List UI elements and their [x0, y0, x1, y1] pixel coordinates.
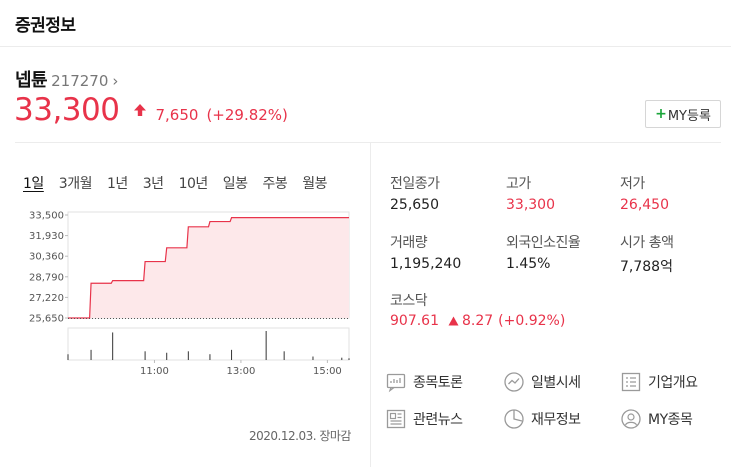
stat-value: 1,195,240: [390, 256, 462, 272]
daily-price-icon: [504, 372, 524, 392]
y-tick-label: 33,500: [29, 211, 64, 222]
stat-value: 26,450: [620, 197, 669, 213]
tab-daily-candle[interactable]: 일봉: [222, 176, 248, 192]
y-tick-label: 25,650: [29, 314, 64, 325]
link-daily-price[interactable]: 일별시세: [503, 371, 581, 393]
stat-label: 코스닥: [390, 293, 428, 309]
stat-volume: 거래량 1,195,240: [390, 232, 500, 272]
tab-3-years[interactable]: 3년: [142, 176, 164, 192]
my-stock-icon: [621, 409, 641, 429]
tab-3-months[interactable]: 3개월: [58, 176, 93, 192]
discussion-icon: [386, 373, 406, 393]
section-title: 증권정보: [0, 0, 731, 47]
up-triangle-icon: [448, 316, 459, 326]
period-tabs: 1일 3개월 1년 3년 10년 일봉 주봉 월봉: [17, 173, 342, 193]
price-change: 7,650: [155, 106, 199, 124]
x-tick-label: 13:00: [227, 366, 256, 377]
news-icon: [386, 409, 406, 429]
tab-1-year[interactable]: 1년: [106, 176, 128, 192]
add-my-stock-label: MY등록: [667, 108, 711, 124]
y-tick-label: 28,790: [29, 272, 64, 283]
tab-10-years[interactable]: 10년: [178, 176, 209, 192]
link-label: 재무정보: [531, 412, 581, 428]
link-label: 종목토론: [413, 375, 463, 391]
stat-foreign-ratio: 외국인소진율 1.45%: [506, 232, 616, 272]
link-label: 관련뉴스: [413, 412, 463, 428]
plus-icon: +: [655, 106, 667, 122]
stock-code[interactable]: 217270: [51, 72, 109, 90]
stat-high: 고가 33,300: [506, 173, 616, 213]
stat-value: 1.45%: [506, 256, 551, 272]
stat-value: 33,300: [506, 197, 555, 213]
link-company-overview[interactable]: 기업개요: [620, 371, 698, 393]
stat-label: 시가 총액: [620, 235, 674, 251]
stat-low: 저가 26,450: [620, 173, 730, 213]
chevron-right-icon[interactable]: ›: [112, 72, 119, 90]
stat-kosdaq: 코스닥: [390, 290, 500, 310]
up-arrow-icon: [134, 104, 147, 116]
link-label: 기업개요: [648, 375, 698, 391]
stat-label: 전일종가: [390, 176, 440, 192]
stat-label: 거래량: [390, 235, 428, 251]
tab-monthly-candle[interactable]: 월봉: [302, 176, 328, 192]
link-my-stock[interactable]: MY종목: [620, 408, 693, 430]
kosdaq-value: 907.61: [390, 313, 439, 329]
intraday-chart[interactable]: 33,500 31,930 30,360 28,790 27,220 25,650 11:0…: [0, 200, 365, 390]
divider-vertical: [370, 143, 371, 467]
y-tick-label: 30,360: [29, 252, 64, 263]
stat-label: 저가: [620, 176, 645, 192]
price-area: [68, 217, 349, 318]
stat-market-cap: 시가 총액 7,788억: [620, 232, 730, 276]
link-label: 일별시세: [531, 375, 581, 391]
stock-title-row[interactable]: 넵튠 217270 ›: [15, 66, 118, 92]
company-overview-icon: [621, 372, 641, 392]
price-line: [68, 217, 349, 319]
add-my-stock-button[interactable]: + MY등록: [645, 100, 721, 128]
price-row: 33,300 7,650 (+29.82%): [14, 92, 288, 128]
tab-1-day[interactable]: 1일: [23, 176, 44, 192]
x-tick-label: 11:00: [140, 366, 169, 377]
y-tick-label: 31,930: [29, 231, 64, 242]
kosdaq-change-percent: (+0.92%): [498, 313, 566, 329]
chart-date-caption: 2020.12.03. 장마감: [249, 429, 351, 443]
price-change-percent: (+29.82%): [206, 106, 288, 124]
stock-name[interactable]: 넵튠: [15, 70, 48, 91]
stat-label: 외국인소진율: [506, 235, 581, 251]
chart-volume-area: [67, 327, 350, 361]
finance-icon: [504, 409, 524, 429]
stat-prev-close: 전일종가 25,650: [390, 173, 500, 213]
link-finance[interactable]: 재무정보: [503, 408, 581, 430]
intraday-chart-svg[interactable]: 33,500 31,930 30,360 28,790 27,220 25,650 11:0…: [0, 200, 365, 390]
stat-value: 25,650: [390, 197, 439, 213]
y-tick-label: 27,220: [29, 293, 64, 304]
link-discussion[interactable]: 종목토론: [385, 371, 463, 393]
kosdaq-index-value: 907.61 8.27 (+0.92%): [390, 313, 565, 329]
stat-label: 고가: [506, 176, 531, 192]
current-price: 33,300: [14, 92, 120, 128]
x-tick-label: 15:00: [313, 366, 342, 377]
divider: [15, 142, 721, 143]
stat-value: 7,788억: [620, 259, 673, 275]
tab-weekly-candle[interactable]: 주봉: [262, 176, 288, 192]
kosdaq-change: 8.27: [462, 313, 494, 329]
link-news[interactable]: 관련뉴스: [385, 408, 463, 430]
link-label: MY종목: [648, 412, 693, 428]
